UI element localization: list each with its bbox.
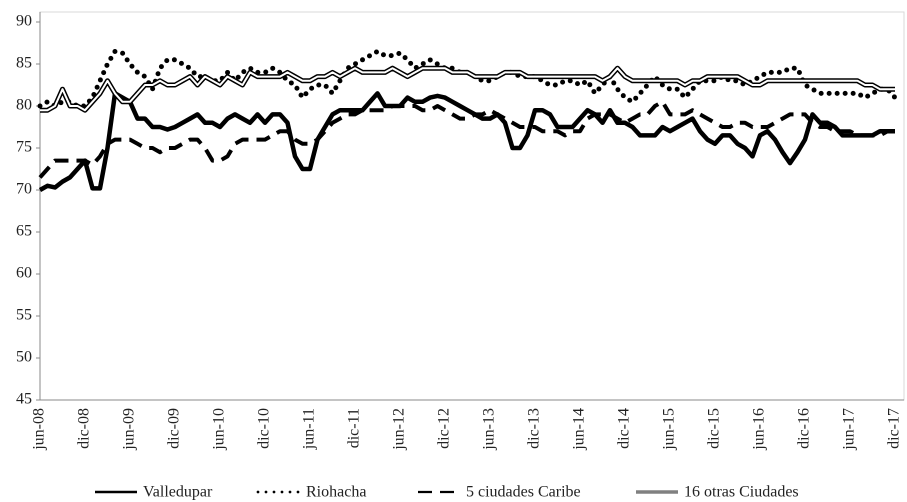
- series-line: [38, 99, 895, 179]
- y-tick-label: 85: [16, 55, 32, 72]
- x-tick-label: dic-08: [76, 408, 93, 449]
- x-tick-label: jun-13: [481, 408, 498, 451]
- x-tick-label: jun-14: [571, 408, 588, 451]
- plot-frame: [39, 11, 905, 401]
- y-tick-label: 75: [16, 139, 32, 156]
- legend-label: 16 otras Ciudades: [684, 484, 799, 501]
- legend-label: 5 ciudades Caribe: [466, 484, 581, 501]
- y-tick-label: 50: [16, 349, 32, 366]
- x-tick-label: jun-12: [391, 408, 408, 451]
- x-tick-label: jun-15: [661, 408, 678, 451]
- y-tick-label: 65: [16, 223, 32, 240]
- y-tick-label: 45: [16, 391, 32, 408]
- y-tick-label: 60: [16, 265, 32, 282]
- series-line-inner: [40, 67, 895, 112]
- legend-label: Valledupar: [143, 484, 213, 501]
- y-tick-label: 90: [16, 13, 32, 30]
- x-tick-label: dic-09: [166, 408, 183, 449]
- series-line: [40, 65, 895, 113]
- x-tick-label: dic-15: [706, 408, 723, 449]
- x-tick-label: jun-08: [31, 408, 48, 451]
- x-tick-label: jun-16: [751, 408, 768, 451]
- y-tick-label: 80: [16, 97, 32, 114]
- x-tick-label: dic-11: [346, 408, 363, 448]
- y-tick-label: 55: [16, 307, 32, 324]
- x-tick-label: dic-12: [436, 408, 453, 449]
- x-tick-label: dic-13: [526, 408, 543, 449]
- series-line: [38, 91, 895, 192]
- x-tick-label: jun-10: [211, 408, 228, 451]
- x-tick-label: jun-11: [301, 408, 318, 450]
- x-tick-label: jun-09: [121, 408, 138, 451]
- x-tick-label: dic-16: [796, 408, 813, 449]
- x-tick-label: dic-17: [886, 408, 903, 449]
- x-tick-label: dic-14: [616, 408, 633, 449]
- x-tick-label: jun-17: [841, 408, 858, 451]
- x-tick-label: dic-10: [256, 408, 273, 449]
- y-tick-label: 70: [16, 181, 32, 198]
- legend-label: Riohacha: [306, 484, 366, 501]
